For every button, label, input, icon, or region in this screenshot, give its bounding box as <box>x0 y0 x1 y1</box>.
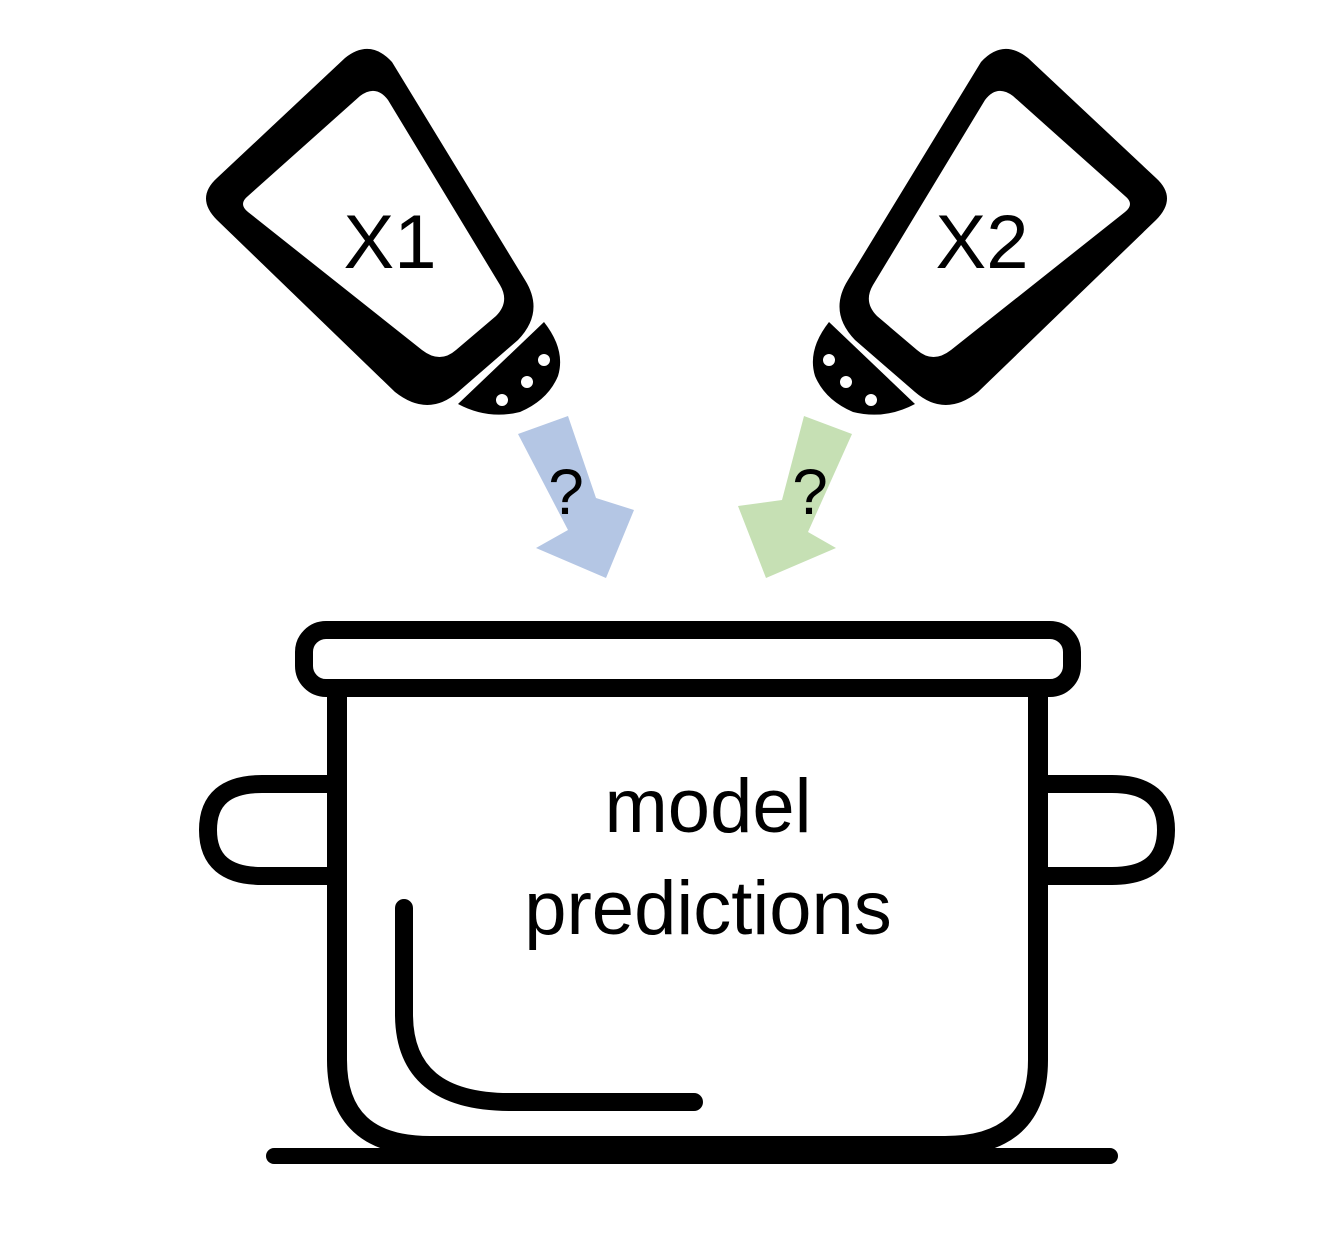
arrow-x2: ? <box>738 416 852 578</box>
shaker-x2: X2 <box>812 48 1167 415</box>
shaker-x1: X1 <box>206 48 561 415</box>
pot-label-line1: model <box>605 764 812 849</box>
pot-lid <box>295 621 1081 697</box>
pot-inner-highlight <box>395 899 703 1111</box>
shaker-x1-hole <box>538 354 550 366</box>
shaker-x2-hole <box>865 394 877 406</box>
arrow-x2-shape <box>738 416 852 578</box>
shaker-x1-hole <box>521 376 533 388</box>
arrow-x1: ? <box>518 416 634 578</box>
shaker-x2-hole <box>840 376 852 388</box>
pot-label-line2: predictions <box>524 866 892 951</box>
pot-handle-right <box>1038 775 1176 885</box>
shaker-x1-cap <box>458 322 561 415</box>
shaker-x2-window <box>868 90 1130 357</box>
arrow-x1-shape <box>518 416 634 578</box>
shaker-x2-label: X2 <box>936 200 1029 285</box>
shaker-x1-window <box>243 90 505 357</box>
arrow-x1-label: ? <box>548 456 584 528</box>
shaker-x2-cap <box>812 322 915 415</box>
shaker-x1-hole <box>496 394 508 406</box>
arrow-x2-label: ? <box>792 456 828 528</box>
cooking-pot: model predictions <box>198 621 1176 1164</box>
shaker-x1-label: X1 <box>344 200 437 285</box>
shaker-x2-hole <box>823 354 835 366</box>
pot-handle-left <box>198 775 336 885</box>
pot-body <box>327 697 1048 1156</box>
